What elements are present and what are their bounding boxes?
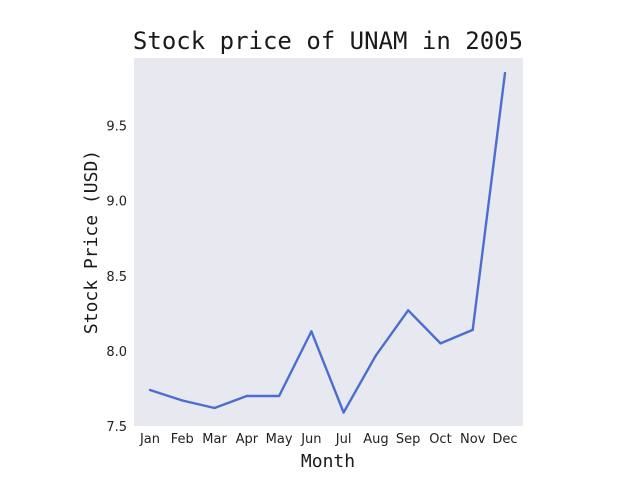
- data-point: [245, 394, 249, 398]
- data-point: [213, 406, 216, 410]
- x-tick-label: Aug: [363, 432, 388, 447]
- data-point: [503, 71, 507, 75]
- x-tick-label: Feb: [171, 432, 194, 447]
- series-line: [149, 72, 507, 414]
- x-tick-label: Sep: [396, 432, 421, 447]
- y-tick-label: 9.5: [106, 120, 127, 135]
- data-point: [406, 309, 410, 312]
- data-point: [374, 354, 378, 357]
- y-tick-label: 8.0: [106, 345, 127, 360]
- data-point: [148, 388, 152, 392]
- x-tick-label: Nov: [460, 432, 486, 447]
- y-tick-label: 9.0: [106, 195, 127, 210]
- data-point: [439, 342, 442, 345]
- data-point: [342, 411, 345, 414]
- data-point: [181, 399, 184, 402]
- x-axis-label: Month: [301, 451, 355, 472]
- data-point: [310, 330, 313, 333]
- data-point: [471, 328, 474, 332]
- y-tick-label: 8.5: [106, 270, 127, 285]
- x-axis-ticks: Jan Feb Mar Apr May Jun Jul Aug Sep Oct Nov Dec: [139, 432, 518, 447]
- y-tick-label: 7.5: [106, 420, 127, 435]
- x-tick-label: Dec: [492, 432, 517, 447]
- x-tick-label: Jun: [300, 432, 321, 447]
- chart-title: Stock price of UNAM in 2005: [133, 27, 523, 55]
- data-point: [277, 394, 281, 398]
- x-tick-label: Apr: [236, 432, 259, 447]
- x-tick-label: Mar: [202, 432, 227, 447]
- x-tick-label: Jan: [139, 432, 160, 447]
- y-axis-ticks: 7.5 8.0 8.5 9.0 9.5: [106, 120, 127, 435]
- x-tick-label: Oct: [429, 432, 451, 447]
- x-tick-label: May: [266, 432, 293, 447]
- x-tick-label: Jul: [335, 432, 352, 447]
- series-points: [148, 71, 507, 414]
- plot-area: [134, 58, 523, 426]
- y-axis-label: Stock Price (USD): [81, 150, 102, 334]
